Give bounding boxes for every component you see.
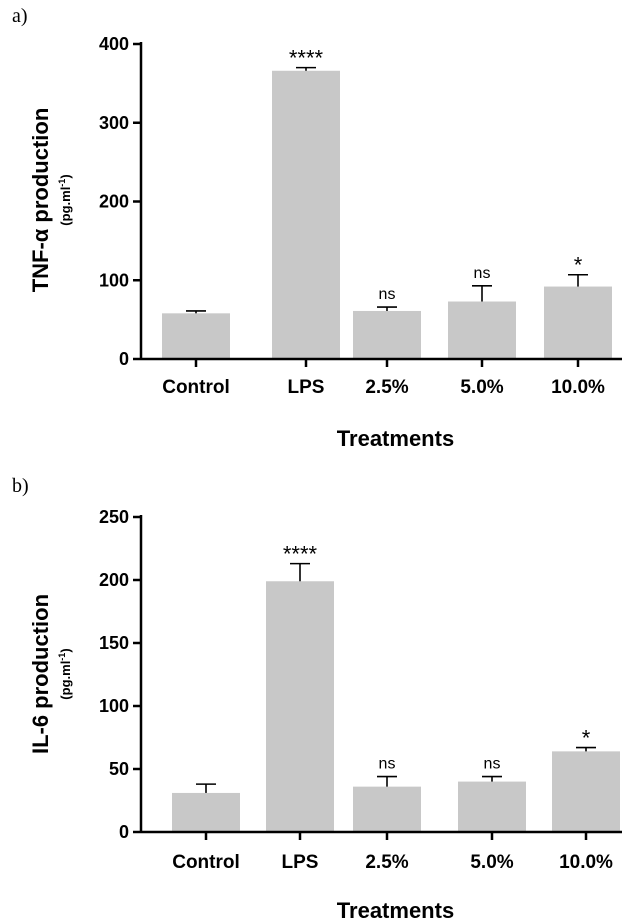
significance-label: ns <box>474 265 491 282</box>
significance-label: **** <box>283 542 318 567</box>
category-label: LPS <box>282 852 319 873</box>
x-axis-title: Treatments <box>337 898 454 923</box>
panel-label: a) <box>12 5 28 27</box>
bar-control <box>162 313 230 359</box>
significance-label: ns <box>484 756 501 773</box>
y-axis-unit-superscript: -1 <box>57 179 67 187</box>
bar-lps <box>266 581 334 832</box>
category-label: 10.0% <box>559 852 613 873</box>
category-label: 5.0% <box>470 852 513 873</box>
y-axis-unit-close: ) <box>58 648 73 652</box>
y-tick-label: 400 <box>99 34 129 54</box>
y-axis-unit-base: (pg.ml <box>58 661 73 700</box>
y-tick-label: 300 <box>99 113 129 133</box>
panel-label: b) <box>12 475 29 497</box>
y-tick-label: 150 <box>99 633 129 653</box>
significance-label: ns <box>379 756 396 773</box>
bar-lps <box>272 70 340 360</box>
y-axis-unit-superscript: -1 <box>57 653 67 661</box>
category-label: 10.0% <box>551 377 605 398</box>
y-tick-label: 100 <box>99 696 129 716</box>
significance-label: * <box>574 253 583 278</box>
significance-label: * <box>582 726 591 751</box>
bar-100 <box>544 286 612 359</box>
tnf-alpha-chart: a) Control **** LPS ns 2.5% ns 5.0% * 10.0% 0 100 20… <box>12 5 622 451</box>
y-axis-title: IL-6 production <box>28 594 53 754</box>
category-label: LPS <box>288 377 325 398</box>
x-axis-title: Treatments <box>337 426 454 451</box>
y-axis-unit-close: ) <box>58 174 73 178</box>
il6-chart: b) Control **** LPS ns 2.5% ns 5.0% * 10.0% 0 50 100… <box>12 475 622 923</box>
y-axis-unit: (pg.ml-1) <box>57 648 73 699</box>
category-label: Control <box>162 377 230 398</box>
y-tick-label: 0 <box>119 349 129 369</box>
bar-25 <box>353 786 421 832</box>
y-axis-unit-base: (pg.ml <box>58 187 73 226</box>
category-label: 2.5% <box>365 852 408 873</box>
significance-label: ns <box>379 286 396 303</box>
y-tick-label: 200 <box>99 570 129 590</box>
y-tick-label: 100 <box>99 270 129 290</box>
y-tick-label: 0 <box>119 822 129 842</box>
bar-50 <box>448 301 516 359</box>
bar-25 <box>353 310 421 359</box>
chart-panel-a: a) Control **** LPS ns 2.5% ns 5.0% * 10.0% 0 100 20… <box>0 0 628 460</box>
category-label: Control <box>172 852 240 873</box>
bar-control <box>172 792 240 832</box>
significance-label: **** <box>289 46 324 71</box>
bar-50 <box>458 781 526 832</box>
y-tick-label: 200 <box>99 192 129 212</box>
chart-panel-b: b) Control **** LPS ns 2.5% ns 5.0% * 10.0% 0 50 100… <box>0 462 628 924</box>
y-axis-unit: (pg.ml-1) <box>57 174 73 225</box>
bar-100 <box>552 751 620 832</box>
category-label: 5.0% <box>460 377 503 398</box>
y-tick-label: 250 <box>99 507 129 527</box>
category-label: 2.5% <box>365 377 408 398</box>
y-axis-title: TNF-α production <box>28 108 53 293</box>
y-tick-label: 50 <box>109 759 129 779</box>
